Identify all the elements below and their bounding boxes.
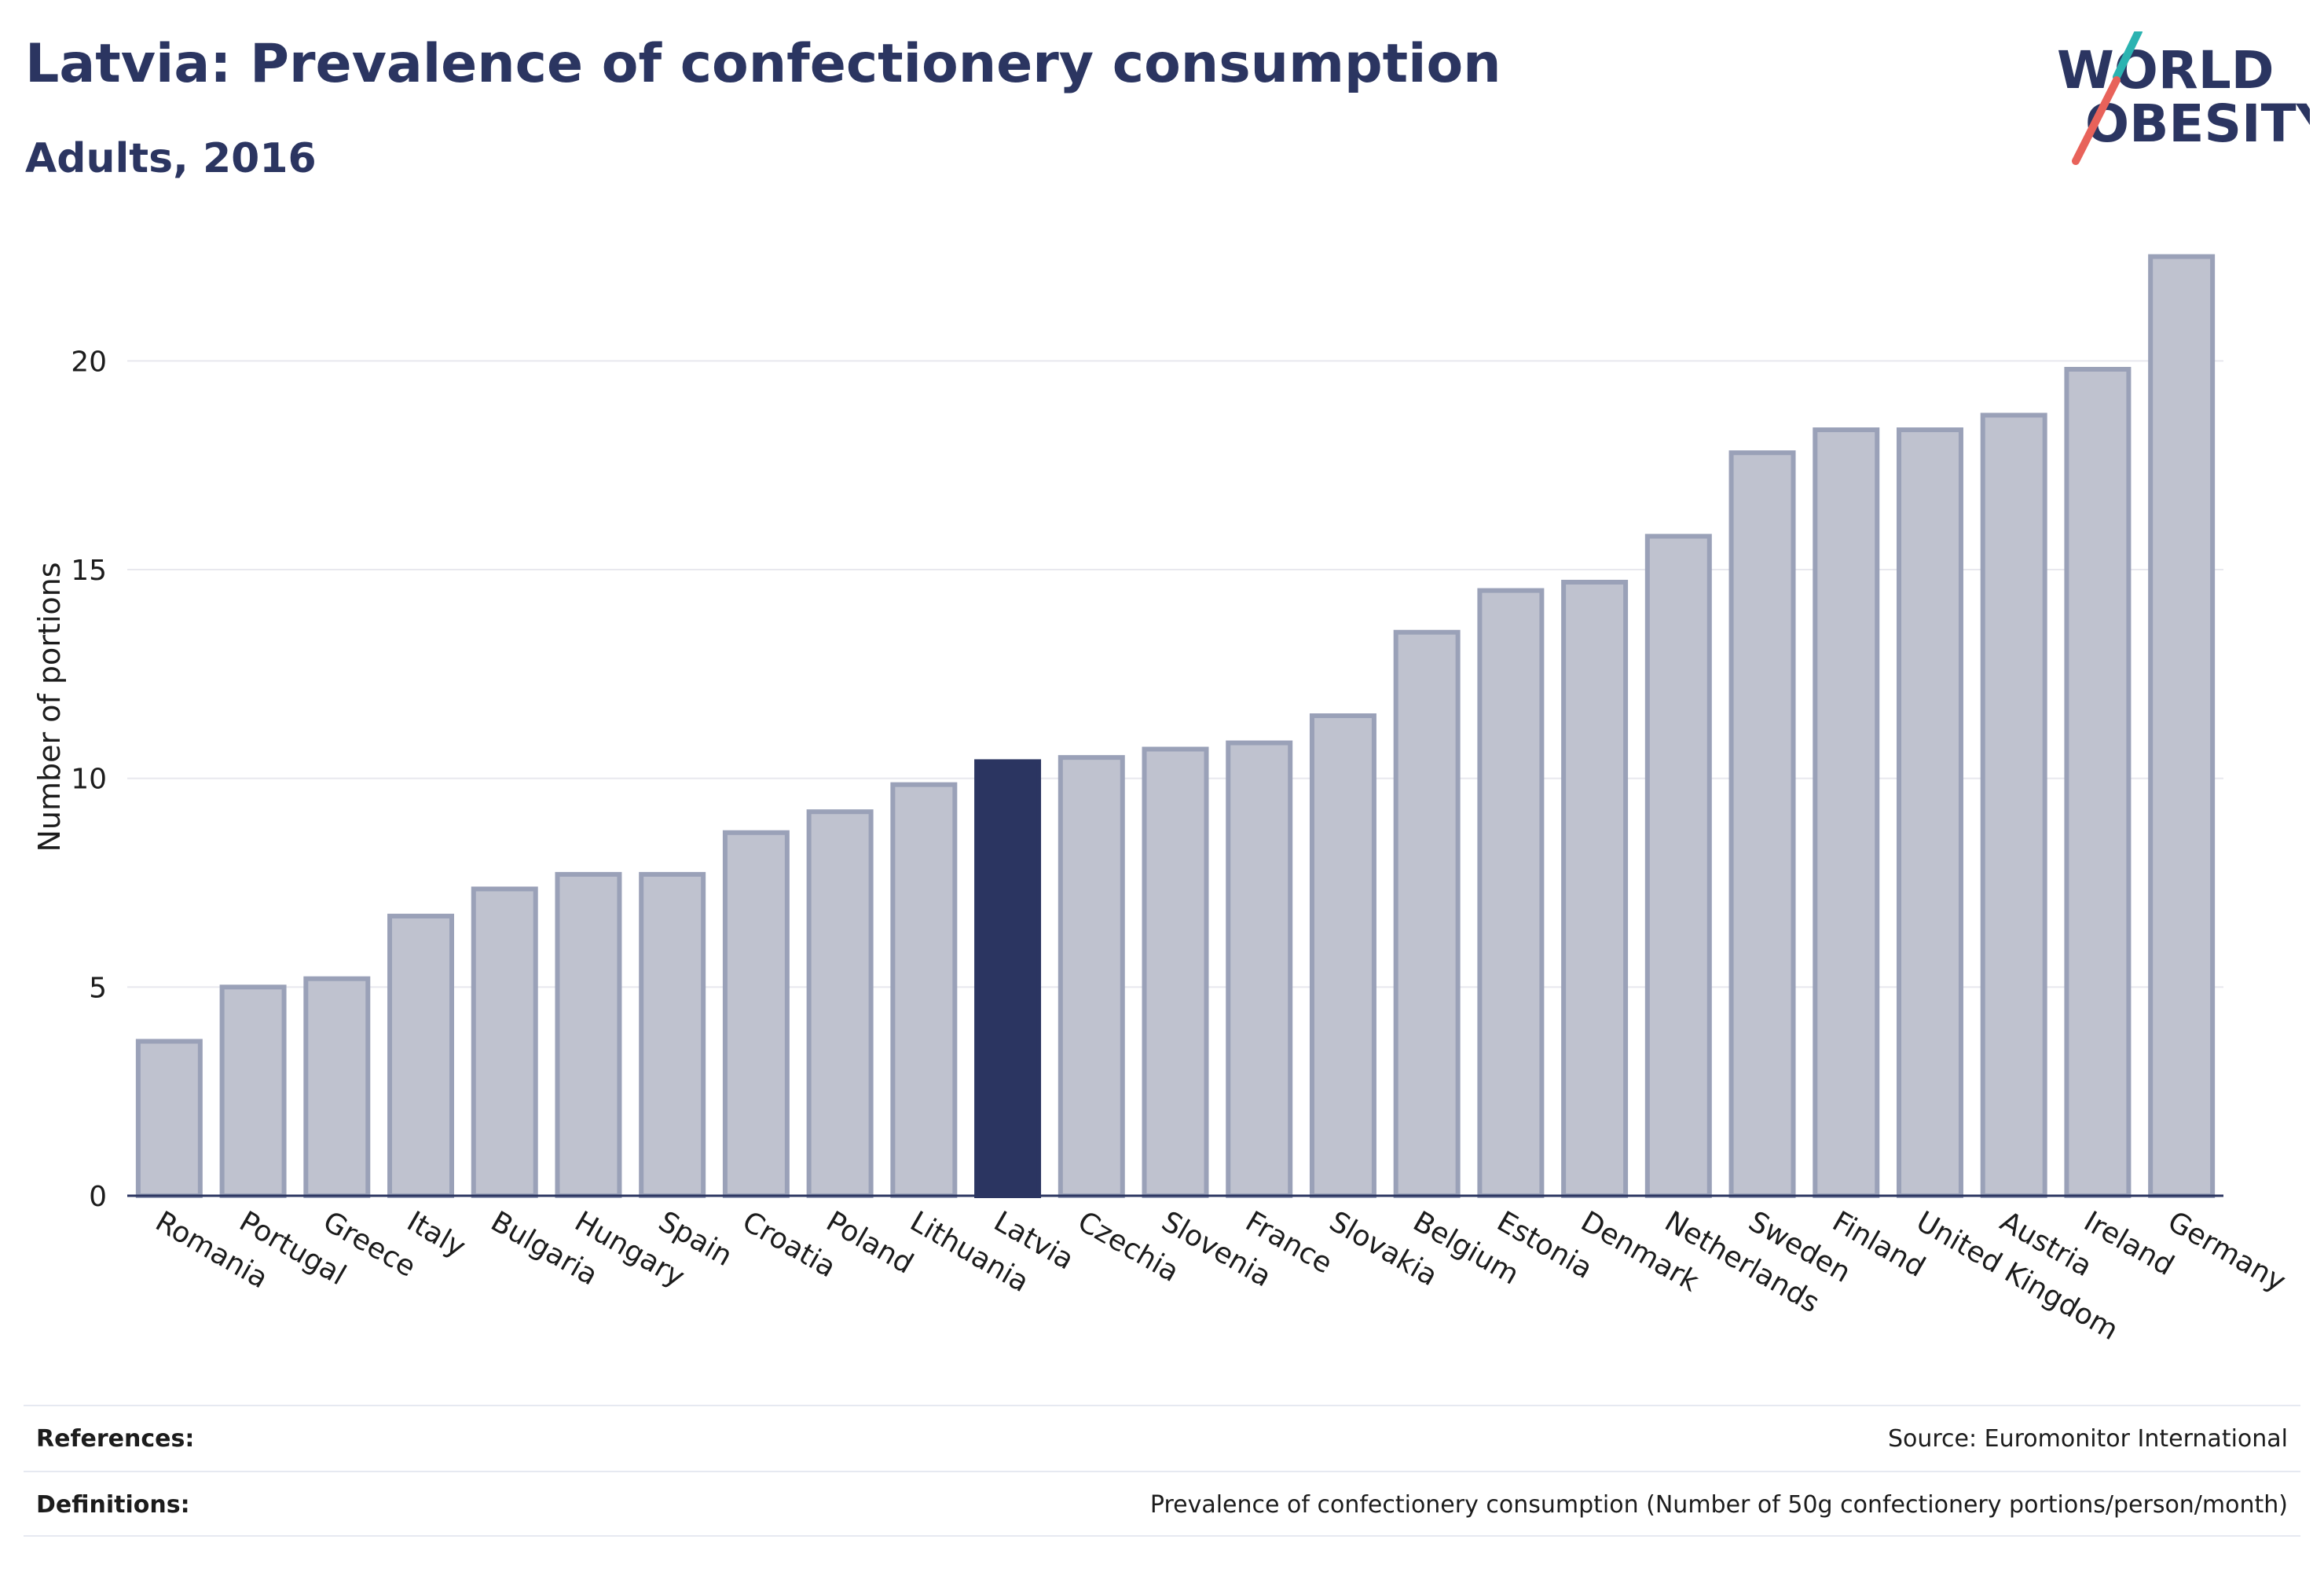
chart-title: Latvia: Prevalence of confectionery cons… (25, 33, 1501, 95)
bar-bulgaria (471, 886, 538, 1199)
y-tick-label: 15 (71, 555, 107, 587)
y-axis-label: Number of portions (32, 562, 67, 852)
bar-slovenia (1142, 746, 1209, 1198)
logo-slash-red (2072, 76, 2121, 165)
bar-united-kingdom (1896, 427, 1963, 1198)
bar-greece (303, 976, 371, 1198)
y-tick-label: 10 (71, 764, 107, 796)
bar-portugal (219, 984, 287, 1198)
references-row: References: Source: Euromonitor Internat… (24, 1408, 2300, 1471)
x-tick-label: Germany (2162, 1205, 2291, 1298)
bar-slovakia (1309, 713, 1376, 1198)
bar-estonia (1477, 588, 1545, 1198)
bar-poland (806, 809, 874, 1198)
bar-ireland (2064, 367, 2132, 1199)
bar-italy (387, 914, 455, 1199)
x-tick-label: Poland (821, 1205, 919, 1281)
y-tick-label: 0 (89, 1181, 107, 1213)
logo-line-2: OBESITY (2085, 93, 2310, 154)
definitions-value: Prevalence of confectionery consumption … (1149, 1491, 2288, 1519)
footer-divider-middle (24, 1471, 2300, 1472)
x-tick-label: Croatia (737, 1205, 841, 1284)
footer-divider-bottom (24, 1535, 2300, 1537)
bar-netherlands (1644, 533, 1712, 1198)
y-tick-label: 5 (89, 972, 107, 1004)
bar-croatia (722, 830, 790, 1199)
bar-spain (639, 871, 706, 1198)
references-label: References: (36, 1425, 195, 1453)
bar-hungary (555, 871, 622, 1198)
world-obesity-logo: WORLD OBESITY (2057, 31, 2310, 165)
y-tick-label: 20 (71, 346, 107, 378)
definitions-label: Definitions: (36, 1491, 190, 1519)
bar-sweden (1728, 450, 1796, 1198)
axis-layer: 0 5 10 15 20 (71, 346, 2223, 1213)
bar-romania (135, 1039, 203, 1198)
bar-lithuania (890, 782, 958, 1198)
bar-germany (2148, 254, 2216, 1199)
references-value: Source: Euromonitor International (1887, 1425, 2288, 1453)
bar-finland (1813, 427, 1880, 1198)
chart-subtitle: Adults, 2016 (25, 135, 317, 182)
bar-austria (1980, 412, 2047, 1198)
footer-divider-top (24, 1405, 2300, 1406)
bar-belgium (1393, 629, 1461, 1198)
bar-layer (135, 254, 2216, 1199)
bar-latvia (974, 759, 1042, 1198)
x-tick-label: Ireland (2078, 1205, 2179, 1282)
bar-france (1226, 740, 1293, 1198)
bar-czechia (1058, 755, 1125, 1198)
logo-slash-teal (2113, 31, 2143, 81)
definitions-row: Definitions: Prevalence of confectionery… (24, 1474, 2300, 1537)
logo-line-1: WORLD (2057, 40, 2275, 101)
bar-denmark (1561, 579, 1629, 1198)
